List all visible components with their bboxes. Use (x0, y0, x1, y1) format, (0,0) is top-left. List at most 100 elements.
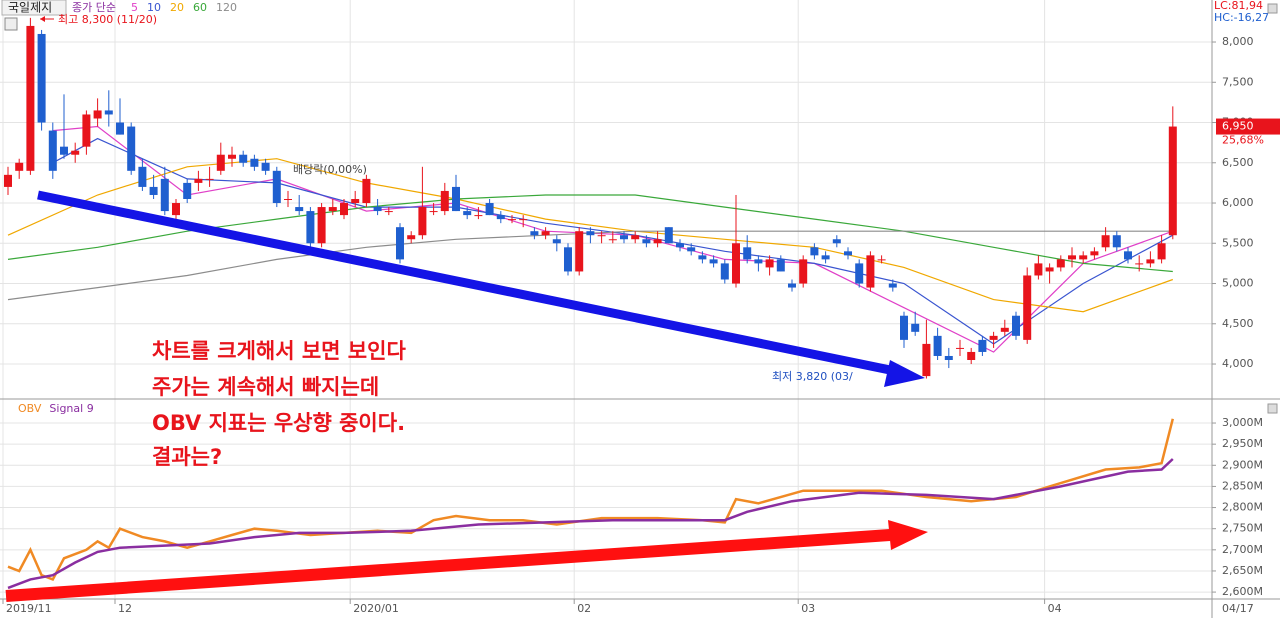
candle-body (328, 207, 337, 212)
candle-body (1168, 126, 1177, 236)
candle-body (216, 154, 225, 171)
arrow-head (888, 520, 928, 550)
candle-body (866, 255, 875, 288)
candle-body (608, 239, 617, 241)
title-box (1, 0, 67, 16)
candle-body (317, 207, 326, 244)
candle-body (586, 231, 595, 236)
candle-body (653, 239, 662, 244)
panel-button[interactable] (1267, 3, 1278, 14)
candle-body (373, 207, 382, 212)
settings-icon[interactable] (4, 17, 18, 31)
candle-body (71, 150, 80, 155)
candle-body (351, 199, 360, 204)
candle-body (1023, 275, 1032, 340)
overlay-line: OBV 지표는 우상향 중이다. (152, 411, 405, 435)
candle-body (642, 239, 651, 244)
candle-body (1034, 263, 1043, 276)
candle-body (429, 211, 438, 213)
candle-body (1067, 255, 1076, 260)
low-annotation: 최저 3,820 (03/ (772, 370, 853, 383)
candle-body (888, 283, 897, 288)
x-tick-label: 2019/11 (6, 602, 52, 615)
candle-body (698, 255, 707, 260)
candle-body (877, 259, 886, 261)
candle-body (362, 178, 371, 204)
candle-body (787, 283, 796, 288)
candle-body (93, 110, 102, 119)
candle-body (339, 203, 348, 216)
series-line (7, 158, 1174, 313)
y-tick-label: 5,000 (1222, 277, 1254, 290)
candle-body (59, 146, 68, 155)
candle-body (171, 203, 180, 216)
legend-entry: 60 (193, 1, 207, 14)
label-layer: 4,0004,5005,0005,5006,0006,5007,0007,500… (6, 35, 1280, 615)
y-tick-label: 6,000 (1222, 196, 1254, 209)
y-tick-label: 5,500 (1222, 236, 1254, 249)
price-tag-bg (1216, 118, 1280, 135)
red-trend-arrow (5, 520, 928, 602)
candle-body (675, 243, 684, 248)
y-tick-label: 4,500 (1222, 317, 1254, 330)
mark-layer (3, 17, 1177, 590)
legend-entry: Signal 9 (49, 402, 93, 415)
y-tick-label: 2,850M (1222, 479, 1263, 492)
candle-body (37, 33, 46, 123)
y-tick-label: 2,700M (1222, 543, 1263, 556)
last-date-label: 04/17 (1222, 602, 1254, 615)
candle-body (563, 247, 572, 272)
legend-entry: 5 (131, 1, 138, 14)
dividend-annotation: 배당락(0,00%) (293, 163, 367, 176)
candle-body (687, 247, 696, 252)
y-tick-label: 6,500 (1222, 156, 1254, 169)
price-change: 25,68% (1222, 134, 1264, 147)
candle-body (127, 126, 136, 171)
candle-body (1045, 267, 1054, 272)
legend-entry: OBV (18, 402, 42, 415)
overlay-line: 주가는 계속해서 빠지는데 (152, 375, 379, 399)
candle-body (407, 235, 416, 240)
candle-body (474, 215, 483, 217)
candle-body (631, 235, 640, 240)
candle-body (731, 243, 740, 284)
legend-prefix: 종가 단순 (72, 1, 116, 14)
high-arrow-head (40, 16, 45, 22)
candle-body (507, 219, 516, 221)
candle-body (160, 178, 169, 212)
candle-body (1123, 251, 1132, 260)
candle-body (597, 235, 606, 237)
series-line (7, 418, 1175, 581)
x-tick-label: 02 (577, 602, 591, 615)
y-tick-label: 3,000M (1222, 416, 1263, 429)
candle-body (306, 211, 315, 244)
candle-body (1011, 315, 1020, 336)
arrow-shaft (37, 190, 896, 376)
candle-body (440, 190, 449, 212)
candle-body (149, 186, 158, 195)
arrow-head (884, 360, 925, 387)
y-tick-label: 2,800M (1222, 501, 1263, 514)
candle-body (1146, 259, 1155, 264)
candle-body (978, 339, 987, 352)
candle-body (1101, 235, 1110, 248)
candle-body (664, 227, 673, 244)
candle-body (619, 235, 628, 240)
lc-label: LC:81,94 (1214, 0, 1263, 12)
candle-body (843, 251, 852, 256)
candle-body (295, 207, 304, 212)
candle-body (1056, 259, 1065, 268)
obv-legend: OBV Signal 9 (18, 402, 94, 415)
candle-body (3, 174, 12, 187)
high-annotation: 최고 8,300 (11/20) (58, 13, 157, 26)
price-tag: 6,950 (1222, 120, 1254, 133)
x-tick-label: 03 (801, 602, 815, 615)
candle-body (1090, 251, 1099, 256)
candle-body (967, 351, 976, 361)
candle-body (743, 247, 752, 260)
panel-button[interactable] (1267, 403, 1278, 414)
x-tick-label: 04 (1048, 602, 1062, 615)
